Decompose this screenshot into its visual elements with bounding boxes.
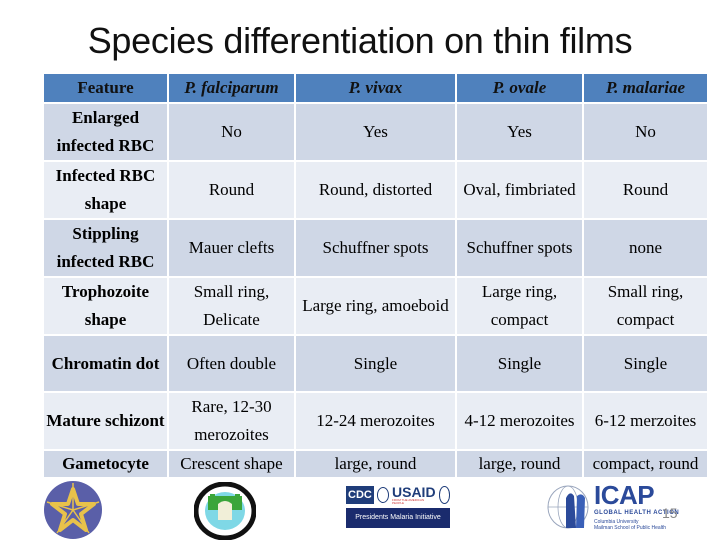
row-label: Enlarged infected RBC: [44, 104, 167, 160]
cell-vivax: Schuffner spots: [296, 220, 455, 276]
table-row: Mature schizont Rare, 12-30 merozoites 1…: [44, 393, 707, 449]
table-row: Chromatin dot Often double Single Single…: [44, 336, 707, 391]
pmi-banner: Presidents Malaria Initiative: [346, 508, 450, 528]
table-row: Stippling infected RBC Mauer clefts Schu…: [44, 220, 707, 276]
cell-malariae: compact, round: [584, 451, 707, 477]
icap-name: ICAP: [594, 480, 655, 510]
usaid-seal-icon: [376, 487, 389, 503]
page-number: 15: [662, 505, 678, 521]
cell-falciparum: Round: [169, 162, 294, 218]
row-label: Trophozoite shape: [44, 278, 167, 334]
cell-ovale: large, round: [457, 451, 582, 477]
icap-affiliation-2: Mailman School of Public Health: [594, 525, 666, 531]
header-feature: Feature: [44, 74, 167, 102]
row-label: Infected RBC shape: [44, 162, 167, 218]
cell-ovale: Oval, fimbriated: [457, 162, 582, 218]
cdc-logo: CDC: [346, 486, 374, 504]
cell-ovale: Single: [457, 336, 582, 391]
cell-malariae: Small ring, compact: [584, 278, 707, 334]
cell-vivax: Round, distorted: [296, 162, 455, 218]
header-malariae: P. malariae: [584, 74, 707, 102]
hhs-icon: [438, 486, 450, 504]
globe-people-icon: [547, 485, 589, 529]
header-falciparum: P. falciparum: [169, 74, 294, 102]
usaid-logo: USAID: [392, 484, 436, 500]
cell-malariae: none: [584, 220, 707, 276]
table-row: Infected RBC shape Round Round, distorte…: [44, 162, 707, 218]
slide-title: Species differentiation on thin films: [87, 20, 633, 61]
cell-malariae: No: [584, 104, 707, 160]
cell-vivax: large, round: [296, 451, 455, 477]
cell-falciparum: Often double: [169, 336, 294, 391]
usaid-tagline: FROM THE AMERICAN PEOPLE: [392, 498, 425, 505]
icap-affiliation-1: Columbia University: [594, 519, 639, 525]
cell-malariae: 6-12 merzoites: [584, 393, 707, 449]
icap-tagline: GLOBAL HEALTH ACTION: [594, 510, 680, 516]
table-header-row: Feature P. falciparum P. vivax P. ovale …: [44, 74, 707, 102]
header-vivax: P. vivax: [296, 74, 455, 102]
table-row: Enlarged infected RBC No Yes Yes No: [44, 104, 707, 160]
cell-ovale: Large ring, compact: [457, 278, 582, 334]
cell-falciparum: No: [169, 104, 294, 160]
cell-falciparum: Small ring, Delicate: [169, 278, 294, 334]
cell-falciparum: Crescent shape: [169, 451, 294, 477]
seal-icon: [194, 482, 256, 540]
cell-malariae: Single: [584, 336, 707, 391]
cell-ovale: Yes: [457, 104, 582, 160]
table-row: Gametocyte Crescent shape large, round l…: [44, 451, 707, 477]
row-label: Mature schizont: [44, 393, 167, 449]
star-emblem-icon: [44, 481, 102, 539]
table-row: Trophozoite shape Small ring, Delicate L…: [44, 278, 707, 334]
pmi-logo: CDC USAID FROM THE AMERICAN PEOPLE Presi…: [346, 482, 450, 532]
cell-malariae: Round: [584, 162, 707, 218]
row-label: Chromatin dot: [44, 336, 167, 391]
cell-falciparum: Rare, 12-30 merozoites: [169, 393, 294, 449]
cell-vivax: Single: [296, 336, 455, 391]
cell-falciparum: Mauer clefts: [169, 220, 294, 276]
header-ovale: P. ovale: [457, 74, 582, 102]
cell-ovale: 4-12 merozoites: [457, 393, 582, 449]
partner-logos: CDC USAID FROM THE AMERICAN PEOPLE Presi…: [0, 474, 720, 540]
row-label: Gametocyte: [44, 451, 167, 477]
cell-ovale: Schuffner spots: [457, 220, 582, 276]
species-table: Feature P. falciparum P. vivax P. ovale …: [42, 72, 709, 479]
row-label: Stippling infected RBC: [44, 220, 167, 276]
icap-logo: ICAP GLOBAL HEALTH ACTION Columbia Unive…: [546, 480, 696, 532]
cell-vivax: Large ring, amoeboid: [296, 278, 455, 334]
cell-vivax: 12-24 merozoites: [296, 393, 455, 449]
cell-vivax: Yes: [296, 104, 455, 160]
